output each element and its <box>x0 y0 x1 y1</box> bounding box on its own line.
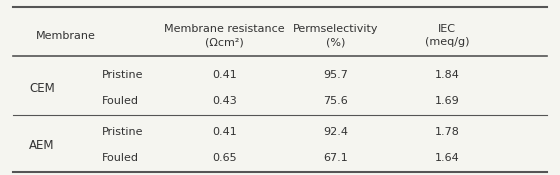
Text: 95.7: 95.7 <box>323 71 348 80</box>
Text: 0.43: 0.43 <box>212 96 237 106</box>
Text: CEM: CEM <box>29 82 55 95</box>
Text: 1.78: 1.78 <box>435 127 460 137</box>
Text: 92.4: 92.4 <box>323 127 348 137</box>
Text: Fouled: Fouled <box>102 153 139 163</box>
Text: 67.1: 67.1 <box>323 153 348 163</box>
Text: 1.84: 1.84 <box>435 71 460 80</box>
Text: Pristine: Pristine <box>102 127 143 137</box>
Text: 75.6: 75.6 <box>323 96 348 106</box>
Text: Membrane resistance
(Ωcm²): Membrane resistance (Ωcm²) <box>164 24 284 47</box>
Text: Pristine: Pristine <box>102 71 143 80</box>
Text: 0.41: 0.41 <box>212 127 237 137</box>
Text: Membrane: Membrane <box>35 31 95 41</box>
Text: Fouled: Fouled <box>102 96 139 106</box>
Text: 0.41: 0.41 <box>212 71 237 80</box>
Text: IEC
(meq/g): IEC (meq/g) <box>425 24 469 47</box>
Text: 1.64: 1.64 <box>435 153 460 163</box>
Text: AEM: AEM <box>29 139 55 152</box>
Text: 1.69: 1.69 <box>435 96 460 106</box>
Text: Permselectivity
(%): Permselectivity (%) <box>293 24 379 47</box>
Text: 0.65: 0.65 <box>212 153 236 163</box>
